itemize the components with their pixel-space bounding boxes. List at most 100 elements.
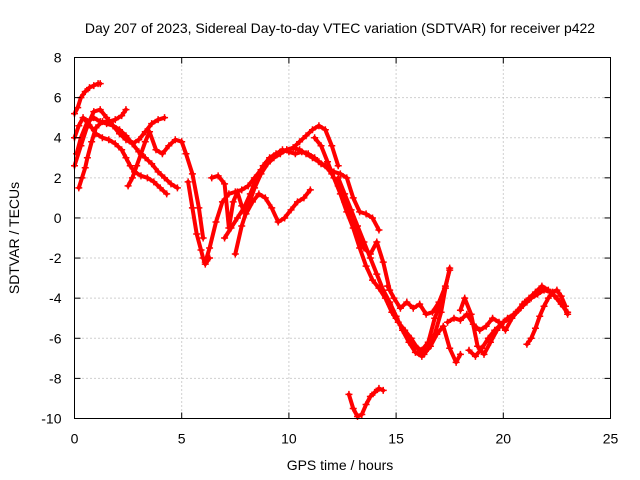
data-point-marker (345, 390, 353, 398)
data-point-marker (390, 294, 398, 302)
data-point-marker (362, 400, 370, 408)
chart-title: Day 207 of 2023, Sidereal Day-to-day VTE… (85, 20, 595, 36)
data-point-marker (221, 234, 229, 242)
data-point-marker (474, 342, 482, 350)
data-point-marker (461, 294, 469, 302)
x-tick-label: 10 (281, 431, 297, 447)
data-point-marker (369, 214, 377, 222)
data-point-marker (233, 214, 241, 222)
data-point-marker (358, 410, 366, 418)
data-point-marker (88, 138, 96, 146)
data-point-marker (476, 326, 484, 334)
data-point-marker (334, 162, 342, 170)
data-point-marker (251, 184, 259, 192)
data-point-marker (118, 112, 126, 120)
data-point-marker (81, 88, 89, 96)
data-point-marker (111, 140, 119, 148)
data-point-marker (74, 104, 82, 112)
data-point-marker (122, 132, 130, 140)
data-point-marker (375, 226, 383, 234)
data-point-marker (452, 358, 460, 366)
data-point-marker (409, 304, 417, 312)
data-point-marker (148, 120, 156, 128)
data-point-marker (90, 114, 98, 122)
data-point-marker (366, 392, 374, 400)
data-point-marker (366, 254, 374, 262)
data-point-marker (540, 302, 548, 310)
x-tick-labels: 0 5 10 15 20 25 (71, 431, 619, 447)
data-point-marker (371, 388, 379, 396)
data-point-marker (274, 218, 282, 226)
data-point-marker (399, 324, 407, 332)
data-point-marker (439, 322, 447, 330)
data-point-marker (328, 142, 336, 150)
data-point-marker (86, 84, 94, 92)
data-point-marker (188, 204, 196, 212)
data-point-marker (193, 230, 201, 238)
y-tick-label: -8 (49, 370, 62, 386)
data-point-marker (141, 138, 149, 146)
data-point-marker (411, 342, 419, 350)
data-point-marker (154, 168, 162, 176)
data-point-marker (317, 142, 325, 150)
data-point-marker (141, 154, 149, 162)
data-point-marker (163, 190, 171, 198)
data-point-marker (158, 150, 166, 158)
data-point-marker (229, 198, 237, 206)
data-point-marker (465, 346, 473, 354)
data-point-marker (516, 304, 524, 312)
data-point-marker (308, 154, 316, 162)
y-tick-label: -2 (49, 250, 62, 266)
data-point-marker (544, 294, 552, 302)
data-point-marker (379, 258, 387, 266)
data-point-marker (83, 154, 91, 162)
x-tick-label: 20 (496, 431, 512, 447)
data-point-marker (349, 194, 357, 202)
data-point-marker (315, 158, 323, 166)
data-point-marker (90, 108, 98, 116)
data-point-marker (302, 150, 310, 158)
data-point-marker (150, 178, 158, 186)
data-point-marker (96, 106, 104, 114)
y-tick-label: -10 (41, 411, 61, 427)
y-axis-title: SDTVAR / TECUs (6, 182, 22, 294)
data-point-marker (75, 122, 83, 130)
data-point-marker (244, 202, 252, 210)
data-point-marker (227, 224, 235, 232)
series-line-6 (126, 129, 206, 240)
data-point-marker (156, 184, 164, 192)
data-point-marker (564, 308, 572, 316)
data-point-marker (161, 174, 169, 182)
data-point-marker (446, 344, 454, 352)
data-point-marker (281, 214, 289, 222)
data-point-marker (510, 310, 518, 318)
data-point-marker (405, 334, 413, 342)
data-point-marker (456, 316, 464, 324)
data-point-marker (208, 174, 216, 182)
series-line-20 (524, 288, 568, 347)
data-point-marker (173, 184, 181, 192)
data-point-marker (561, 302, 569, 310)
data-point-marker (356, 244, 364, 252)
data-point-marker (450, 314, 458, 322)
data-point-marker (482, 322, 490, 330)
data-point-marker (296, 146, 304, 154)
y-tick-label: 0 (54, 210, 62, 226)
data-point-marker (171, 136, 179, 144)
data-traces (71, 80, 572, 420)
data-point-marker (300, 194, 308, 202)
data-point-marker (416, 300, 424, 308)
data-point-marker (308, 126, 316, 134)
data-point-marker (96, 118, 104, 126)
data-point-marker (283, 146, 291, 154)
data-point-marker (544, 286, 552, 294)
data-point-marker (347, 206, 355, 214)
data-point-marker (137, 150, 145, 158)
data-point-marker (79, 114, 87, 122)
axis-ticks (74, 57, 611, 419)
data-point-marker (128, 140, 136, 148)
data-point-marker (231, 250, 239, 258)
data-point-marker (396, 304, 404, 312)
data-point-marker (126, 162, 134, 170)
